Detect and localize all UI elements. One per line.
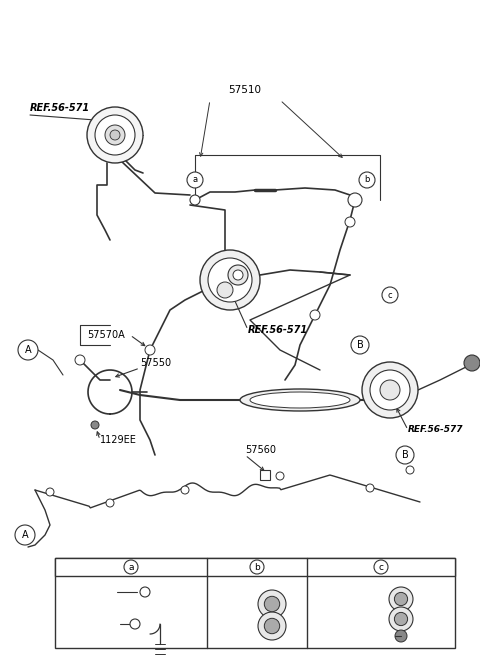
Text: 1129EE: 1129EE [100, 435, 137, 445]
Circle shape [380, 380, 400, 400]
Circle shape [75, 355, 85, 365]
Circle shape [87, 107, 143, 163]
Ellipse shape [250, 392, 350, 408]
Circle shape [389, 607, 413, 631]
Circle shape [406, 466, 414, 474]
Circle shape [258, 590, 286, 618]
Circle shape [208, 258, 252, 302]
Circle shape [258, 612, 286, 640]
Circle shape [130, 619, 140, 629]
Text: a: a [192, 176, 198, 184]
Circle shape [359, 172, 375, 188]
Circle shape [200, 250, 260, 310]
Circle shape [181, 486, 189, 494]
Circle shape [366, 484, 374, 492]
Text: b: b [364, 176, 370, 184]
Circle shape [310, 310, 320, 320]
Text: 56137A: 56137A [315, 592, 350, 600]
Circle shape [228, 265, 248, 285]
Text: 56137A: 56137A [215, 604, 250, 613]
Text: 57570A: 57570A [87, 330, 125, 340]
Bar [55, 558, 455, 576]
Circle shape [110, 130, 120, 140]
Text: 57550: 57550 [140, 358, 171, 368]
Circle shape [190, 195, 200, 205]
Circle shape [187, 172, 203, 188]
Circle shape [345, 217, 355, 227]
Text: REF.56-571: REF.56-571 [248, 325, 308, 335]
Circle shape [395, 630, 407, 642]
Circle shape [105, 125, 125, 145]
Text: 57271B: 57271B [67, 616, 102, 625]
Circle shape [464, 355, 480, 371]
Circle shape [348, 193, 362, 207]
Circle shape [362, 362, 418, 418]
Text: A: A [22, 530, 28, 540]
Bar [260, 470, 270, 480]
Text: 57510: 57510 [228, 85, 262, 95]
Text: c: c [388, 291, 392, 300]
Circle shape [351, 336, 369, 354]
Circle shape [233, 270, 243, 280]
Text: A: A [24, 345, 31, 355]
Circle shape [374, 560, 388, 574]
Circle shape [250, 560, 264, 574]
Circle shape [395, 592, 408, 605]
Bar [55, 558, 455, 648]
Circle shape [145, 345, 155, 355]
Circle shape [264, 619, 280, 634]
Text: 57271: 57271 [67, 584, 96, 593]
Circle shape [396, 446, 414, 464]
Text: b: b [254, 562, 260, 571]
Circle shape [15, 525, 35, 545]
Circle shape [91, 421, 99, 429]
Circle shape [276, 472, 284, 480]
Text: B: B [357, 340, 363, 350]
Circle shape [395, 613, 408, 626]
Circle shape [18, 340, 38, 360]
Text: REF.56-571: REF.56-571 [30, 103, 90, 113]
Text: 57560: 57560 [245, 445, 276, 455]
Circle shape [217, 282, 233, 298]
Circle shape [382, 287, 398, 303]
Ellipse shape [240, 389, 360, 411]
Text: B: B [402, 450, 408, 460]
Text: a: a [128, 562, 134, 571]
Circle shape [264, 596, 280, 611]
Circle shape [106, 499, 114, 507]
Text: REF.56-577: REF.56-577 [408, 426, 464, 434]
Circle shape [95, 115, 135, 155]
Circle shape [124, 560, 138, 574]
Text: c: c [379, 562, 384, 571]
Circle shape [370, 370, 410, 410]
Circle shape [46, 488, 54, 496]
Circle shape [389, 587, 413, 611]
Circle shape [140, 587, 150, 597]
